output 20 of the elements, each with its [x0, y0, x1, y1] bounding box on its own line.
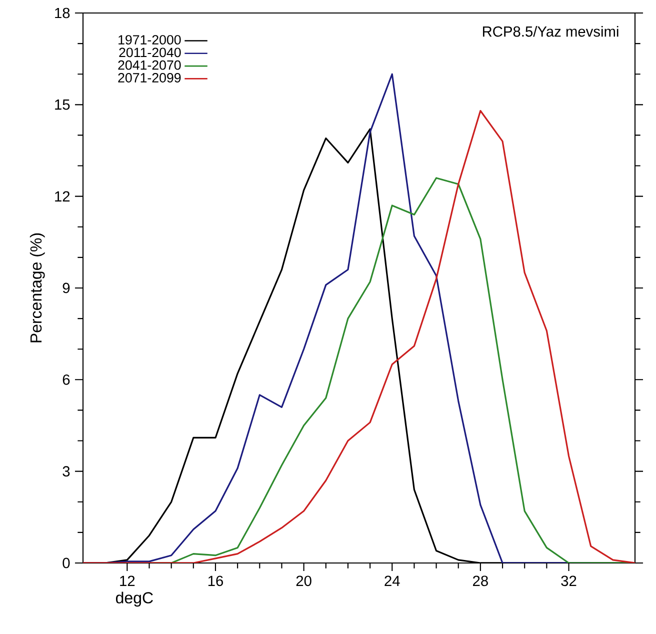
- x-tick-label: 20: [296, 576, 312, 586]
- x-axis-title: degC: [116, 592, 153, 607]
- legend-label: 2011-2040: [119, 48, 181, 58]
- legend-label: 2041-2070: [118, 60, 181, 70]
- x-tick-label: 24: [384, 576, 400, 586]
- y-axis-title: Percentage (%): [30, 233, 45, 342]
- x-tick-label: 32: [561, 576, 576, 586]
- annotation: RCP8.5/Yaz mevsimi: [482, 26, 618, 37]
- y-tick-label: 15: [55, 100, 70, 110]
- y-tick-label: 6: [62, 374, 70, 385]
- legend-label: 2071-2099: [118, 73, 181, 82]
- x-tick-label: 16: [208, 576, 223, 586]
- y-tick-label: 12: [55, 191, 70, 202]
- legend-label: 1971-2000: [118, 35, 181, 45]
- x-tick-label: 28: [473, 576, 488, 586]
- x-tick-label: 12: [120, 576, 135, 586]
- y-tick-label: 18: [55, 8, 70, 18]
- y-tick-label: 9: [62, 282, 70, 294]
- y-tick-label: 0: [62, 558, 70, 568]
- y-tick-label: 3: [62, 466, 70, 477]
